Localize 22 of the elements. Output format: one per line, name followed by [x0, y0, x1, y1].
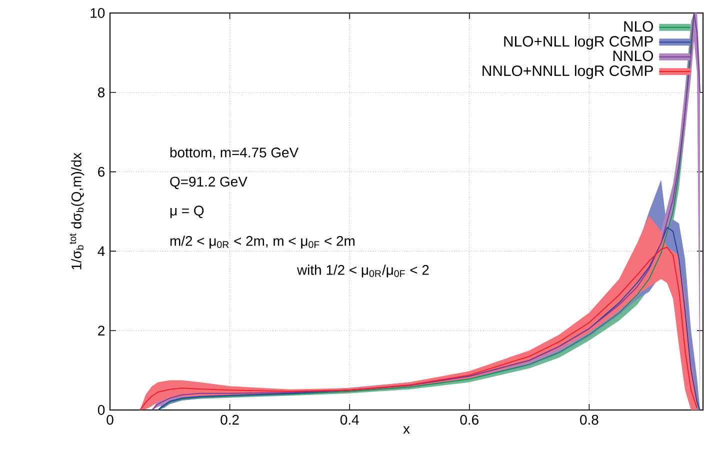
legend-label: NNLO+NNLL logR CGMP: [482, 65, 653, 80]
y-tick-label: 8: [98, 87, 105, 98]
annotation: μ = Q: [170, 206, 204, 218]
x-tick-label: 0.8: [580, 414, 598, 425]
y-axis-title: 1/σ$_{b}$$^{tot}$ dσ$_{b}$(Q,m)/dx: [70, 152, 84, 270]
y-tick-label: 10: [90, 8, 105, 18]
y-tick-label: 2: [98, 326, 104, 336]
x-tick-label: 0: [106, 414, 114, 425]
x-tick-label: 0.6: [460, 414, 478, 425]
y-tick-label: 6: [98, 166, 105, 177]
x-tick-label: 0.4: [340, 414, 359, 425]
x-axis-title: x: [403, 426, 410, 434]
y-tick-label: 4: [98, 246, 105, 256]
legend-label: NLO: [624, 21, 654, 32]
legend-label: NNLO: [613, 50, 654, 62]
annotation: m/2 < μ$_{0R}$ < 2m, m < μ$_{0F}$ < 2m: [170, 236, 354, 248]
legend-label: NLO+NLL logR CGMP: [504, 36, 653, 50]
annotation: with 1/2 < μ$_{0R}$/μ$_{0F}$ < 2: [296, 264, 429, 278]
x-tick-label: 0.2: [220, 414, 239, 425]
annotation: Q=91.2 GeV: [170, 176, 248, 190]
annotation: bottom, m=4.75 GeV: [170, 147, 299, 160]
y-tick-label: 0: [98, 405, 105, 415]
